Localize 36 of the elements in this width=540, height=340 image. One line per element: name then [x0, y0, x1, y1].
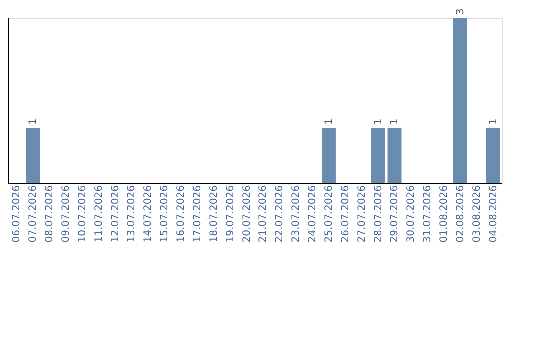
data-label: 1: [324, 118, 335, 125]
x-tick-label: 23.07.2026: [291, 186, 302, 243]
data-label: 1: [390, 118, 401, 125]
x-tick-label: 14.07.2026: [143, 186, 154, 243]
x-tick-label: 02.08.2026: [455, 186, 466, 243]
x-tick-label: 20.07.2026: [242, 186, 253, 243]
x-tick-label: 15.07.2026: [160, 186, 171, 243]
x-tick-label: 16.07.2026: [176, 186, 188, 243]
x-tick-label: 31.07.2026: [422, 186, 434, 243]
x-tick-label: 11.07.2026: [94, 186, 105, 243]
x-tick-label: 10.07.2026: [77, 186, 88, 243]
x-tick-label: 25.07.2026: [324, 186, 335, 243]
x-tick-label: 01.08.2026: [439, 186, 450, 243]
x-tick-label: 24.07.2026: [308, 186, 319, 243]
x-tick-label: 18.07.2026: [208, 186, 220, 243]
x-tick-label: 12.07.2026: [110, 186, 122, 243]
data-label: 1: [28, 118, 40, 125]
x-tick-label: 21.07.2026: [258, 186, 270, 243]
x-tick-label: 08.07.2026: [44, 186, 56, 243]
x-tick-label: 07.07.2026: [28, 186, 40, 243]
x-tick-label: 03.08.2026: [472, 186, 483, 243]
x-tick-label: 13.07.2026: [126, 186, 138, 243]
x-tick-label: 27.07.2026: [356, 186, 368, 243]
x-tick-label: 26.07.2026: [340, 186, 352, 243]
x-tick-label: 09.07.2026: [60, 186, 72, 243]
data-label: 1: [373, 118, 384, 125]
data-label: 1: [488, 118, 500, 125]
x-tick-label: 17.07.2026: [192, 186, 204, 243]
x-tick-label: 30.07.2026: [406, 186, 418, 243]
x-tick-label: 04.08.2026: [488, 186, 500, 243]
x-tick-label: 28.07.2026: [373, 186, 384, 243]
x-tick-label: 22.07.2026: [274, 186, 286, 243]
x-tick-label: 06.07.2026: [12, 186, 23, 243]
x-tick-label: 19.07.2026: [225, 186, 236, 243]
x-tick-label: 29.07.2026: [390, 186, 401, 243]
data-label: 3: [455, 8, 466, 15]
